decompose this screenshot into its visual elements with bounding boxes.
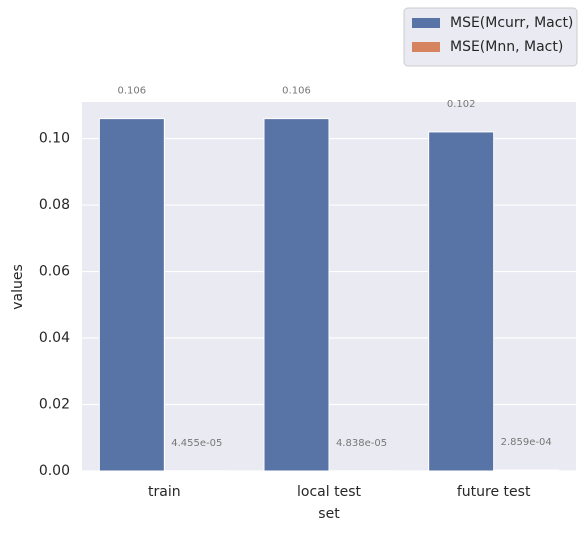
value-label: 2.859e-04: [501, 437, 552, 448]
legend-swatch: [412, 18, 440, 28]
y-axis-label: values: [10, 264, 26, 310]
legend-label: MSE(Mnn, Mact): [450, 39, 563, 55]
y-tick-label: 0.06: [39, 264, 70, 280]
x-tick-label: train: [148, 484, 181, 500]
value-label: 0.106: [282, 86, 311, 97]
y-tick-label: 0.10: [39, 131, 70, 147]
y-tick-label: 0.08: [39, 197, 70, 213]
value-label: 4.838e-05: [336, 438, 387, 449]
bar: [99, 119, 164, 471]
bar: [264, 119, 329, 471]
x-axis-label: set: [318, 506, 340, 522]
x-tick-label: future test: [457, 484, 531, 500]
value-label: 4.455e-05: [171, 438, 222, 449]
y-tick-label: 0.00: [39, 463, 70, 479]
legend-label: MSE(Mcurr, Mact): [450, 15, 573, 31]
x-tick-label: local test: [297, 484, 361, 500]
legend-swatch: [412, 42, 440, 52]
value-label: 0.106: [118, 86, 147, 97]
bar: [429, 132, 494, 471]
y-tick-label: 0.02: [39, 397, 70, 413]
value-label: 0.102: [447, 99, 476, 110]
y-tick-label: 0.04: [39, 330, 70, 346]
bar: [494, 470, 559, 471]
